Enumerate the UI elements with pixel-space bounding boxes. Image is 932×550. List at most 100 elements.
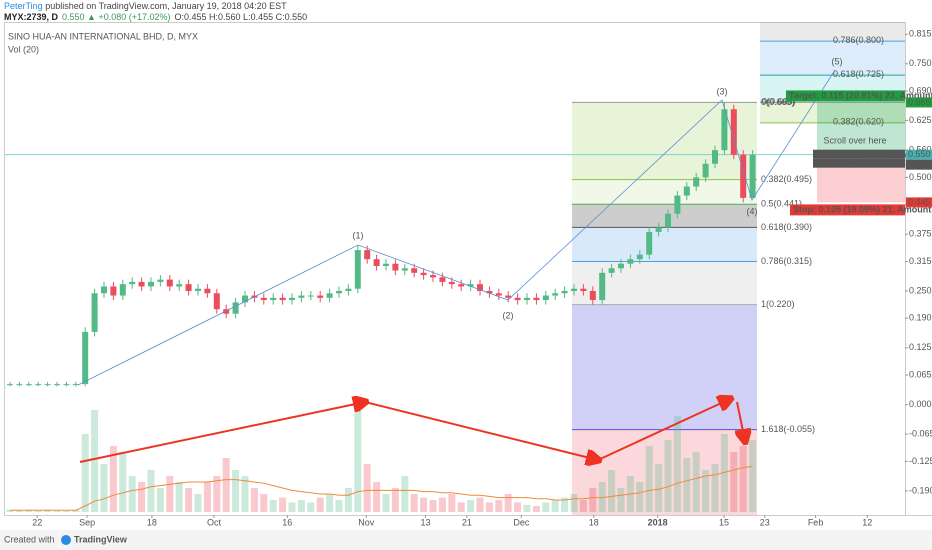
candle-body <box>138 281 145 287</box>
candle-body <box>148 281 154 287</box>
x-tick-label: Sep <box>79 517 95 527</box>
fib-zone <box>572 304 757 430</box>
footer-brand[interactable]: TradingView <box>74 534 128 544</box>
volume-bar <box>645 446 653 512</box>
author[interactable]: PeterTing <box>4 1 43 11</box>
fib-zone <box>572 179 757 205</box>
rr-label-bg <box>813 158 905 168</box>
volume-bar <box>44 509 52 512</box>
candle-body <box>270 297 277 301</box>
candle-body <box>82 331 89 385</box>
volume-bar <box>749 440 757 512</box>
volume-bar <box>326 494 334 512</box>
fib-zone <box>572 227 757 262</box>
volume-bar <box>457 502 465 512</box>
volume-bar <box>260 494 268 512</box>
wave-label: (3) <box>717 86 728 96</box>
fib-label: 0.786(0.315) <box>761 256 812 266</box>
volume-bar <box>100 464 108 512</box>
volume-bar <box>579 500 587 512</box>
x-tick-label: 22 <box>32 517 42 527</box>
price-badge-label: 0.550 <box>908 149 931 159</box>
candle-body <box>655 227 662 232</box>
candle-body <box>336 290 342 294</box>
candle-body <box>345 288 352 291</box>
pnl-label: Open P&L: 0.000, Qty: 238 <box>816 149 928 159</box>
candle-body <box>505 295 512 298</box>
volume-bar <box>138 482 146 512</box>
volume-bar <box>391 488 399 512</box>
y-tick-label: 0.250 <box>909 285 932 295</box>
target-zone <box>817 102 905 155</box>
target-label: Target: 0.115 (20.91%) 23, Amount: <box>789 90 932 100</box>
candle-body <box>25 384 32 386</box>
fib-zone <box>760 22 905 42</box>
candle-body <box>448 281 455 285</box>
y-tick-label: 0.125 <box>909 342 932 352</box>
y-tick-label: 0.000 <box>909 399 932 409</box>
volume-bar <box>373 482 381 512</box>
candle-body <box>317 295 324 298</box>
candle-body <box>7 384 13 386</box>
volume-legend: Vol (20) <box>8 44 39 54</box>
y-tick-label: 0.560 <box>909 145 932 155</box>
volume-bar <box>598 482 606 512</box>
candle-body <box>514 297 521 301</box>
candle-body <box>561 290 568 294</box>
volume-bar <box>504 494 512 512</box>
ohlc: O:0.455 H:0.560 L:0.455 C:0.550 <box>175 12 308 22</box>
y-tick-label: -0.065 <box>909 428 932 438</box>
series <box>6 102 757 512</box>
volume-bar <box>429 500 437 512</box>
y-tick-label: 0.690 <box>909 85 932 95</box>
candle-body <box>674 195 681 214</box>
candle-body <box>260 297 267 301</box>
x-tick-label: 16 <box>282 517 292 527</box>
candle-body <box>35 384 42 386</box>
y-tick-label: 0.375 <box>909 229 932 239</box>
volume-bar <box>542 502 550 512</box>
volume-bar <box>720 434 728 512</box>
volume-bar <box>81 434 89 512</box>
price-badge-label: 0.665 <box>908 97 931 107</box>
candle-body <box>16 384 23 386</box>
fib-label: 0.382(0.620) <box>833 117 884 127</box>
volume-bar <box>673 416 681 512</box>
volume-bar <box>410 494 418 512</box>
fib-zone <box>760 102 905 123</box>
candle-body <box>307 295 314 297</box>
arrow <box>79 402 365 463</box>
candle-body <box>608 268 615 273</box>
volume-bar <box>232 470 240 512</box>
y-tick-label: 0.190 <box>909 313 932 323</box>
candle-body <box>571 288 577 291</box>
volume-bar <box>739 446 747 512</box>
candle-body <box>354 250 361 289</box>
volume-bar <box>485 502 493 512</box>
candle-body <box>599 272 606 301</box>
candle-body <box>477 284 483 291</box>
candle-body <box>44 384 51 386</box>
volume-bar <box>53 510 61 512</box>
volume-bar <box>6 509 14 512</box>
price-badge <box>906 197 932 208</box>
candle-body <box>439 277 446 282</box>
volume-bar <box>551 500 559 512</box>
x-tick-label: Oct <box>207 517 222 527</box>
volume-bar <box>25 509 33 512</box>
candle-body <box>486 290 493 294</box>
footer-bar <box>0 530 932 550</box>
fib-label: 1(0.220) <box>761 299 795 309</box>
candle-body <box>730 109 737 155</box>
candle-body <box>110 286 117 296</box>
volume-bar <box>730 452 738 512</box>
candle-body <box>91 293 98 332</box>
fib-zone <box>572 102 757 180</box>
candle-body <box>552 293 559 296</box>
symbol: MYX:2739, D <box>4 12 59 22</box>
y-tick-label: 0.065 <box>909 369 932 379</box>
fib-label: 1.618(-0.055) <box>761 424 815 434</box>
candle-body <box>279 297 286 301</box>
volume-bar <box>222 458 230 512</box>
